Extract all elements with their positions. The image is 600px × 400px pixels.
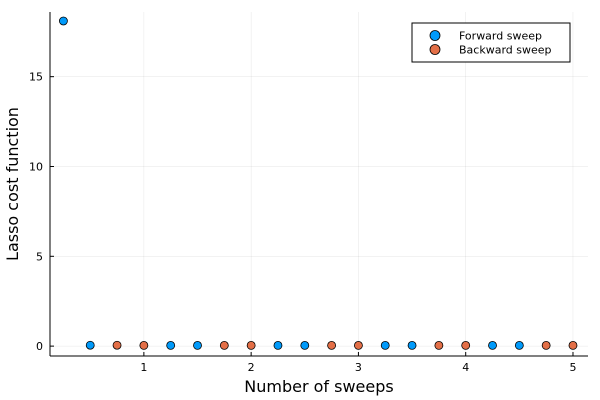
data-point — [85, 340, 95, 350]
data-point — [407, 341, 417, 350]
x-tick-label: 4 — [462, 361, 469, 374]
data-point — [514, 341, 524, 350]
data-point — [434, 341, 444, 350]
data-point — [488, 341, 497, 350]
data-point — [380, 341, 390, 350]
legend-label-forward: Forward sweep — [459, 30, 542, 43]
x-tick-label: 2 — [248, 361, 255, 374]
legend: Forward sweep Backward sweep — [411, 22, 571, 63]
data-point — [139, 341, 149, 350]
legend-box — [411, 22, 571, 63]
axes — [49, 12, 588, 357]
data-point — [59, 16, 68, 26]
data-point — [166, 341, 176, 350]
grid — [50, 12, 588, 356]
x-axis-title: Number of sweeps — [244, 377, 393, 396]
data-points — [59, 16, 578, 350]
data-point — [246, 341, 256, 350]
data-point — [354, 341, 363, 350]
x-tick-label: 3 — [355, 361, 362, 374]
x-tick-label: 5 — [569, 361, 576, 374]
series-forward-sweep — [59, 16, 524, 350]
data-point — [541, 341, 551, 350]
legend-label-backward: Backward sweep — [459, 44, 552, 57]
x-ticks: 1 2 3 4 5 — [140, 352, 576, 374]
data-point — [568, 341, 578, 350]
data-point — [300, 341, 310, 350]
legend-marker-backward — [429, 44, 441, 55]
y-tick-label: 15 — [29, 71, 43, 84]
y-tick-label: 10 — [29, 160, 43, 173]
x-tick-label: 1 — [140, 361, 147, 374]
y-axis-title: Lasso cost function — [3, 107, 22, 261]
series-backward-sweep — [112, 340, 578, 350]
y-tick-label: 5 — [36, 250, 43, 263]
data-point — [219, 341, 229, 350]
data-point — [327, 341, 337, 350]
data-point — [112, 340, 122, 350]
y-tick-label: 0 — [36, 340, 43, 353]
y-ticks: 0 5 10 15 — [29, 71, 54, 353]
data-point — [461, 341, 471, 350]
legend-marker-forward — [429, 30, 441, 41]
data-point — [273, 341, 283, 350]
data-point — [193, 341, 202, 350]
